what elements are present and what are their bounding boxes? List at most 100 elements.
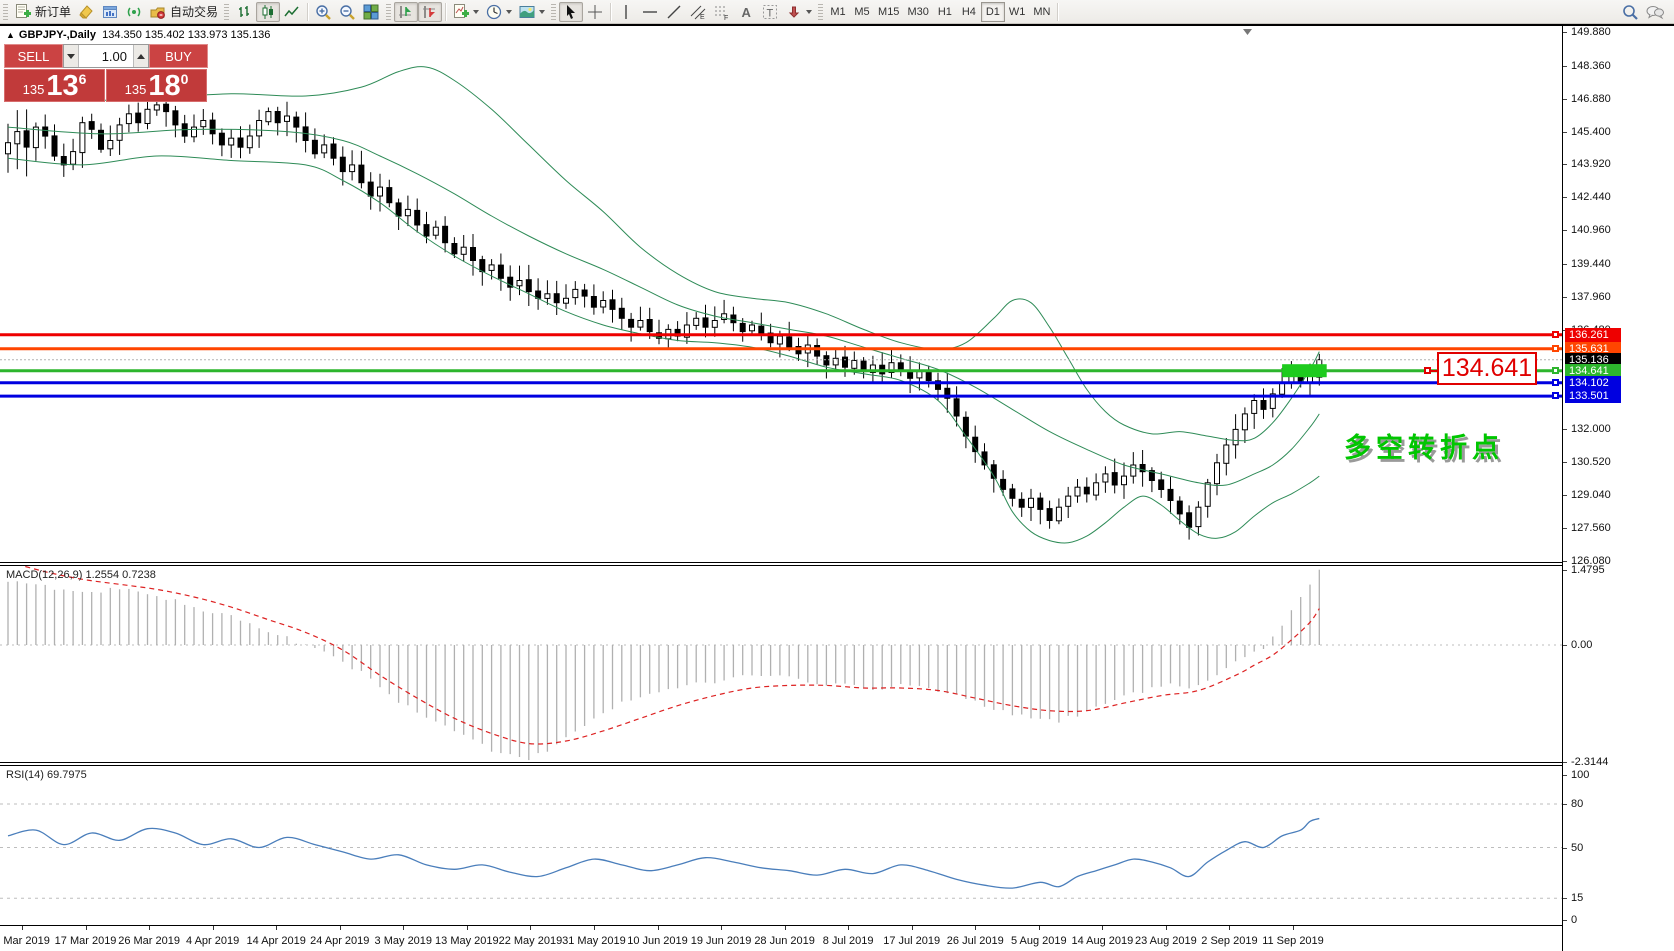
candlestick xyxy=(1158,479,1165,490)
date-label[interactable]: 22 May 2019 xyxy=(498,935,563,947)
hline-drag-handle[interactable] xyxy=(1552,344,1559,352)
show-order-levels-button[interactable] xyxy=(418,1,443,22)
date-label[interactable]: 14 Aug 2019 xyxy=(1071,935,1134,947)
line-chart-button[interactable] xyxy=(280,2,304,22)
level-anchor-handle[interactable] xyxy=(1424,367,1431,374)
chart-shift-marker-icon[interactable] xyxy=(1243,29,1252,35)
timeframe-button-d1[interactable]: D1 xyxy=(980,1,1005,22)
main-price-chart[interactable] xyxy=(0,26,1562,563)
search-button[interactable] xyxy=(1618,2,1642,22)
date-label[interactable]: 11 Sep 2019 xyxy=(1262,935,1324,947)
toolbar-grip[interactable] xyxy=(224,3,230,20)
toolbar: 新订单 自动交易 xyxy=(0,0,1674,24)
timeframe-button-m30[interactable]: M30 xyxy=(907,5,929,18)
vertical-line-tool[interactable] xyxy=(614,2,638,22)
date-label[interactable]: 17 Jul 2019 xyxy=(883,935,941,947)
show-trade-levels-button[interactable] xyxy=(394,1,419,22)
volume-increase-button[interactable] xyxy=(133,45,148,67)
timeframe-button-h1[interactable]: H1 xyxy=(937,5,952,18)
candlestick xyxy=(42,126,49,137)
timeframe-button-h4[interactable]: H4 xyxy=(961,5,976,18)
buy-price-display[interactable]: 135 18 0 xyxy=(106,69,207,102)
candlestick xyxy=(284,115,290,122)
date-label[interactable]: 26 Mar 2019 xyxy=(118,935,180,947)
date-tick-mark xyxy=(1293,926,1294,930)
timeframe-button-m1[interactable]: M1 xyxy=(830,5,846,18)
date-label[interactable]: 28 Jun 2019 xyxy=(754,935,815,947)
toolbar-grip[interactable] xyxy=(551,3,557,20)
auto-trading-button[interactable]: 自动交易 xyxy=(146,2,221,22)
volume-decrease-button[interactable] xyxy=(64,45,79,67)
text-tool[interactable]: A xyxy=(734,2,758,22)
timeframe-button-w1[interactable]: W1 xyxy=(1008,5,1026,18)
new-order-button[interactable]: 新订单 xyxy=(11,2,74,22)
chart-window-button[interactable] xyxy=(98,2,122,22)
pane-separator[interactable] xyxy=(0,562,1674,563)
sell-price-display[interactable]: 135 13 6 xyxy=(4,69,105,102)
signal-button[interactable] xyxy=(122,2,146,22)
date-label[interactable]: 10 Jun 2019 xyxy=(627,935,688,947)
toolbar-grip[interactable] xyxy=(386,3,392,20)
crosshair-tool-button[interactable] xyxy=(583,2,607,22)
cursor-tool-button[interactable] xyxy=(559,1,584,22)
pane-separator[interactable] xyxy=(0,762,1674,763)
timeframe-button-mn[interactable]: MN xyxy=(1033,5,1051,18)
date-label[interactable]: 23 Aug 2019 xyxy=(1134,935,1197,947)
date-label[interactable]: 8 Jul 2019 xyxy=(822,935,874,947)
eraser-button[interactable] xyxy=(74,2,98,22)
line-chart-icon xyxy=(284,6,299,16)
templates-dropdown[interactable] xyxy=(515,2,548,22)
date-label[interactable]: 14 Apr 2019 xyxy=(246,935,306,947)
hline-drag-handle[interactable] xyxy=(1552,378,1559,386)
date-tick-mark xyxy=(1038,926,1040,930)
pane-separator[interactable] xyxy=(0,765,1674,766)
chat-button[interactable] xyxy=(1642,2,1668,22)
trendline-tool[interactable] xyxy=(662,2,686,22)
date-label[interactable]: 3 May 2019 xyxy=(374,935,433,947)
toolbar-grip[interactable] xyxy=(3,3,8,20)
date-tick-mark xyxy=(22,926,23,930)
date-label[interactable]: 4 Apr 2019 xyxy=(186,935,240,947)
zoom-in-button[interactable] xyxy=(311,2,335,22)
text-label-tool[interactable]: T xyxy=(758,2,782,22)
horizontal-line-tool[interactable] xyxy=(638,2,662,22)
timeframe-button-m15[interactable]: M15 xyxy=(878,5,900,18)
periods-dropdown[interactable] xyxy=(482,2,515,22)
date-label[interactable]: 19 Jun 2019 xyxy=(690,935,752,947)
buy-button[interactable]: BUY xyxy=(149,44,208,68)
bar-chart-button[interactable] xyxy=(232,2,256,22)
timeframe-button-m5[interactable]: M5 xyxy=(854,5,870,18)
date-label[interactable]: 13 May 2019 xyxy=(435,935,499,947)
hline-drag-handle[interactable] xyxy=(1552,366,1559,374)
zoom-out-button[interactable] xyxy=(335,2,359,22)
date-label[interactable]: 17 Mar 2019 xyxy=(54,935,117,947)
date-label[interactable]: 24 Apr 2019 xyxy=(310,935,370,947)
date-label[interactable]: 2 Sep 2019 xyxy=(1201,935,1258,947)
arrows-dropdown[interactable] xyxy=(782,2,815,22)
fibonacci-tool[interactable]: F xyxy=(710,2,734,22)
hline-drag-handle[interactable] xyxy=(1552,330,1559,338)
candlestick xyxy=(451,243,458,255)
hline-drag-handle[interactable] xyxy=(1552,392,1559,400)
macd-indicator-pane[interactable] xyxy=(0,566,1562,762)
date-label[interactable]: 7 Mar 2019 xyxy=(0,935,50,947)
rsi-indicator-pane[interactable] xyxy=(0,766,1562,925)
volume-value[interactable]: 1.00 xyxy=(101,48,127,64)
date-label[interactable]: 26 Jul 2019 xyxy=(946,935,1004,947)
tile-windows-button[interactable] xyxy=(359,2,383,22)
price-axis[interactable]: 149.880 148.360 146.880 145.400 143.920 142.4… xyxy=(1563,26,1674,951)
candlestick xyxy=(79,122,86,154)
level-highlight-segment[interactable] xyxy=(1282,364,1327,378)
date-label[interactable]: 31 May 2019 xyxy=(562,935,626,947)
toolbar-grip[interactable] xyxy=(818,3,824,20)
level-callout-label[interactable]: 134.641 xyxy=(1437,352,1537,385)
axis-tick-mark xyxy=(1563,429,1567,431)
candlestick-chart-button[interactable] xyxy=(256,1,281,22)
channel-tool[interactable]: E xyxy=(686,2,710,22)
pane-separator[interactable] xyxy=(0,565,1674,566)
price-tick-label: 140.960 xyxy=(1571,224,1611,237)
indicators-dropdown[interactable] xyxy=(449,2,482,22)
sell-button[interactable]: SELL xyxy=(4,44,63,68)
date-label[interactable]: 5 Aug 2019 xyxy=(1010,935,1067,947)
